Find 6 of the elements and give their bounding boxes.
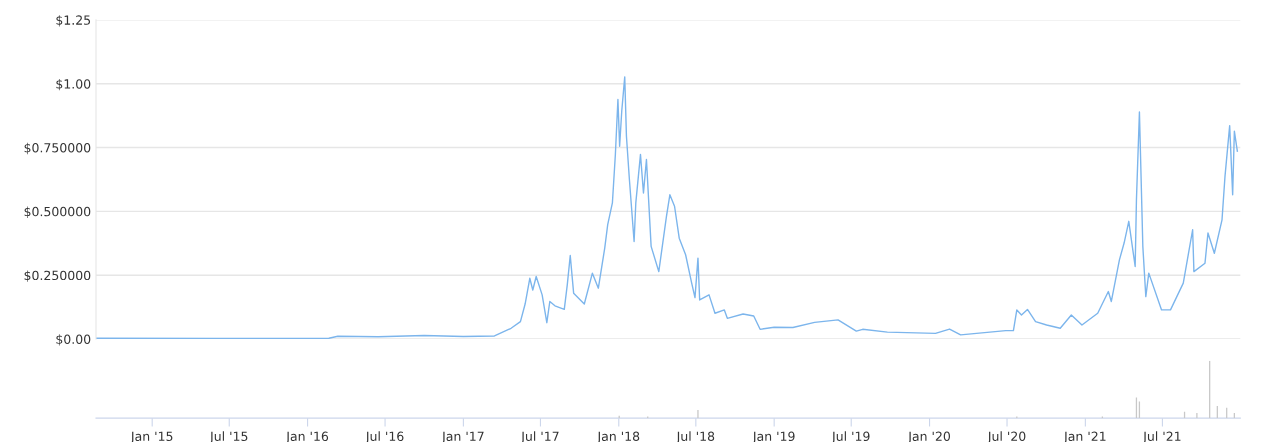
y-tick-label: $0.00 [56,334,91,346]
y-tick-label: $1.25 [56,15,91,27]
y-tick-label: $1.00 [56,78,91,91]
y-tick-label: $0.750000 [24,142,91,155]
y-tick-label: $0.500000 [24,206,91,218]
y-tick-label: $0.250000 [24,270,91,282]
